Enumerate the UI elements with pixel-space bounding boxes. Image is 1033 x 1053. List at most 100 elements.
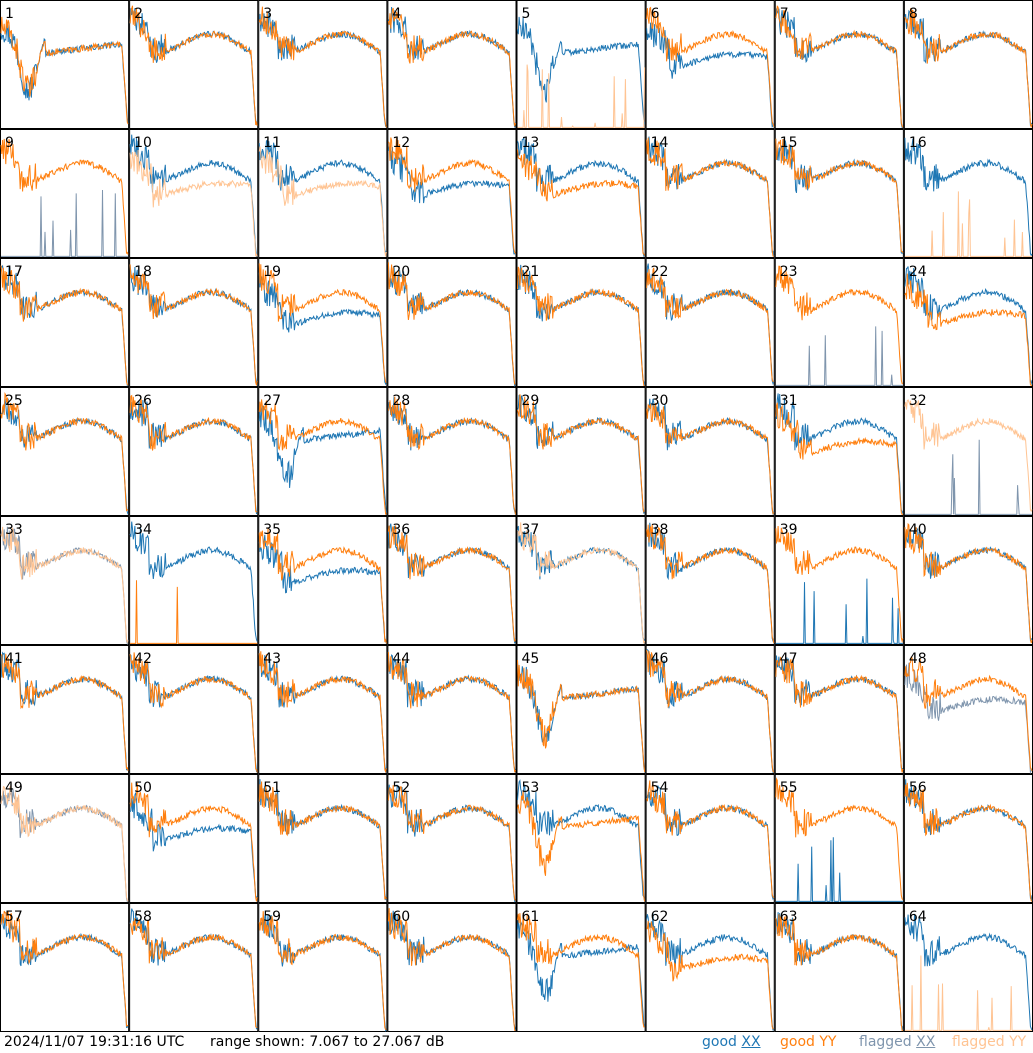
panel-26: 26 (129, 387, 259, 516)
panel-label: 11 (263, 135, 281, 151)
series-yy-line (646, 402, 775, 515)
panel-29: 29 (516, 387, 646, 516)
series-yy-line (258, 399, 387, 516)
timestamp: 2024/11/07 19:31:16 UTC (4, 1034, 185, 1050)
series-yy-line (0, 138, 129, 255)
panel-label: 27 (263, 393, 281, 409)
series-yy-line (129, 394, 258, 513)
panel-label: 30 (651, 393, 669, 409)
panel-frame (774, 645, 904, 774)
panel-42: 42 (129, 645, 259, 774)
panel-59: 59 (258, 903, 388, 1032)
panel-frame (903, 258, 1033, 387)
series-yy-line (904, 782, 1033, 902)
panel-label: 58 (134, 909, 152, 925)
panel-label: 20 (392, 264, 410, 280)
panel-frame (645, 387, 775, 516)
panel-17: 17 (0, 258, 130, 387)
series-yy-line (904, 191, 1032, 257)
panel-31: 31 (774, 387, 904, 516)
panel-63: 63 (774, 903, 904, 1032)
series-xx-line (258, 779, 387, 901)
series-yy-line (775, 656, 904, 773)
panel-label: 17 (5, 264, 23, 280)
panel-53: 53 (516, 774, 646, 903)
panel-frame (387, 129, 517, 258)
panel-label: 52 (392, 780, 410, 796)
series-yy-line (904, 955, 1032, 1031)
panel-34: 34 (129, 516, 259, 645)
panel-30: 30 (645, 387, 775, 516)
legend-good-xx-prefix: good (702, 1034, 742, 1050)
panel-60: 60 (387, 903, 517, 1032)
series-yy-line (0, 785, 129, 902)
panel-frame (645, 516, 775, 645)
series-yy-line (904, 656, 1033, 771)
panel-44: 44 (387, 645, 517, 774)
series-yy-line (0, 653, 129, 772)
panel-frame (0, 258, 130, 387)
panel-38: 38 (645, 516, 775, 645)
panel-frame (903, 387, 1033, 516)
panel-8: 8 (903, 0, 1033, 129)
panel-label: 28 (392, 393, 410, 409)
panel-label: 22 (651, 264, 669, 280)
panel-label: 16 (909, 135, 927, 151)
panel-35: 35 (258, 516, 388, 645)
panel-57: 57 (0, 903, 130, 1032)
panel-24: 24 (903, 258, 1033, 387)
panel-label: 7 (780, 6, 789, 22)
panel-label: 40 (909, 522, 927, 538)
panel-label: 51 (263, 780, 281, 796)
panel-frame (645, 645, 775, 774)
panel-54: 54 (645, 774, 775, 903)
series-xx-line (646, 522, 775, 643)
series-yy-line (387, 785, 516, 901)
series-xx-line (517, 917, 646, 1027)
panel-label: 42 (134, 651, 152, 667)
series-yy-line (646, 137, 775, 257)
panel-frame (387, 258, 517, 387)
panel-25: 25 (0, 387, 130, 516)
series-yy-line (387, 525, 516, 642)
panel-frame (129, 516, 259, 645)
panel-label: 5 (522, 6, 531, 22)
panel-frame (774, 516, 904, 645)
series-yy-line (0, 265, 129, 386)
panel-frame (774, 387, 904, 516)
series-yy-line (129, 5, 258, 126)
panel-frame (645, 258, 775, 387)
panel-label: 34 (134, 522, 152, 538)
series-yy-line (387, 396, 516, 515)
panel-18: 18 (129, 258, 259, 387)
series-yy-line (517, 64, 646, 128)
series-yy-line (775, 138, 904, 253)
panel-label: 38 (651, 522, 669, 538)
panel-frame (129, 774, 259, 903)
panel-frame (387, 387, 517, 516)
series-yy-line (258, 651, 387, 774)
panel-frame (387, 903, 517, 1032)
panel-48: 48 (903, 645, 1033, 775)
panel-frame (387, 774, 517, 903)
panel-label: 35 (263, 522, 281, 538)
panel-32: 32 (903, 387, 1033, 516)
series-yy-line (0, 392, 129, 512)
series-yy-line (387, 137, 516, 254)
legend-good-xx: good XX (702, 1032, 761, 1053)
series-yy-line (775, 5, 904, 128)
panel-label: 53 (522, 780, 540, 796)
series-yy-line (387, 7, 516, 127)
panel-frame (258, 774, 388, 903)
panel-label: 44 (392, 651, 410, 667)
series-yy-line (129, 652, 258, 773)
panel-4: 4 (387, 0, 517, 129)
panel-39: 39 (774, 516, 904, 645)
panel-label: 45 (522, 651, 540, 667)
panel-11: 11 (258, 129, 388, 258)
series-yy-line (258, 146, 387, 257)
panel-41: 41 (0, 645, 130, 774)
panel-13: 13 (516, 129, 646, 258)
panel-14: 14 (645, 129, 775, 258)
panel-label: 29 (522, 393, 540, 409)
